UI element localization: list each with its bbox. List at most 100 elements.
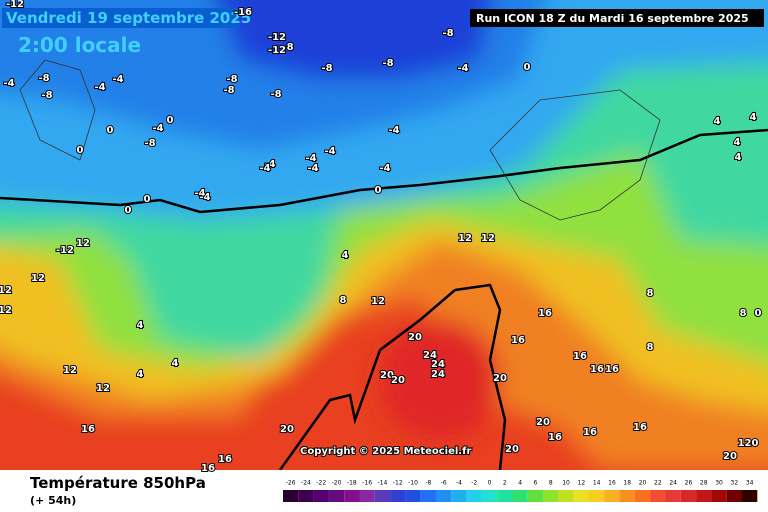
contour-label: 20 xyxy=(280,424,294,435)
scale-swatch xyxy=(512,490,528,502)
contour-label: 16 xyxy=(573,351,587,362)
scale-swatch xyxy=(665,490,681,502)
contour-label: 16 xyxy=(583,427,597,438)
footer-lead: (+ 54h) xyxy=(30,494,76,507)
scale-swatch xyxy=(604,490,620,502)
temperature-field xyxy=(0,0,768,470)
scale-label: 20 xyxy=(639,480,647,487)
contour-label: -12 xyxy=(268,32,286,43)
copyright: Copyright © 2025 Meteociel.fr xyxy=(300,446,471,457)
scale-swatch xyxy=(680,490,697,502)
contour-label: 12 xyxy=(371,296,385,307)
contour-label: 12 xyxy=(96,383,110,394)
contour-label: -8 xyxy=(226,74,237,85)
contour-label: 20 xyxy=(391,375,405,386)
contour-label: 0 xyxy=(755,308,762,319)
contour-label: -16 xyxy=(234,7,252,18)
scale-label: -6 xyxy=(441,480,447,487)
scale-label: -16 xyxy=(362,480,372,487)
scale-label: -18 xyxy=(347,480,357,487)
scale-swatch xyxy=(711,490,727,502)
contour-label: -12 xyxy=(268,45,286,56)
scale-swatch xyxy=(436,490,452,502)
contour-label: -12 xyxy=(6,0,24,10)
contour-label: -4 xyxy=(379,163,390,174)
contour-label: 20 xyxy=(723,451,737,462)
scale-label: -12 xyxy=(393,480,403,487)
contour-label: 8 xyxy=(740,308,747,319)
scale-swatch xyxy=(374,490,391,502)
contour-label: -4 xyxy=(388,125,399,136)
contour-label: 12 xyxy=(458,233,472,244)
scale-label: -10 xyxy=(408,480,418,487)
scale-swatch xyxy=(313,490,329,502)
contour-label: 12 xyxy=(0,285,12,296)
scale-label: 30 xyxy=(715,480,723,487)
contour-label: 12 xyxy=(63,365,77,376)
contour-label: 16 xyxy=(201,463,215,474)
scale-label: -8 xyxy=(425,480,431,487)
contour-label: -8 xyxy=(321,63,332,74)
contour-label: -4 xyxy=(194,188,205,199)
contour-label: 16 xyxy=(511,335,525,346)
contour-label: 16 xyxy=(590,364,604,375)
contour-label: -8 xyxy=(270,89,281,100)
contour-label: 24 xyxy=(431,369,445,380)
scale-swatch xyxy=(634,490,651,502)
scale-label: 24 xyxy=(669,480,677,487)
scale-swatch xyxy=(543,490,559,502)
contour-label: 8 xyxy=(340,295,347,306)
contour-label: 4 xyxy=(735,152,742,163)
contour-label: 0 xyxy=(167,115,174,126)
time: 2:00 locale xyxy=(18,33,141,57)
scale-swatch xyxy=(344,490,360,502)
contour-label: 0 xyxy=(107,125,114,136)
scale-swatch xyxy=(726,490,742,502)
date-box xyxy=(2,8,238,28)
contour-label: 4 xyxy=(750,112,757,123)
contour-label: 16 xyxy=(538,308,552,319)
contour-label: 0 xyxy=(77,145,84,156)
scale-label: 32 xyxy=(731,480,739,487)
run: Run ICON 18 Z du Mardi 16 septembre 2025 xyxy=(476,12,749,25)
contour-label: 16 xyxy=(605,364,619,375)
contour-label: -4 xyxy=(259,163,270,174)
scale-label: 34 xyxy=(746,480,754,487)
scale-label: 8 xyxy=(549,480,553,487)
scale-label: 18 xyxy=(623,480,631,487)
contour-label: -8 xyxy=(38,73,49,84)
contour-label: -4 xyxy=(305,153,316,164)
contour-label: 4 xyxy=(172,358,179,369)
contour-label: 0 xyxy=(524,62,531,73)
scale-swatch xyxy=(527,490,544,502)
contour-label: 12 xyxy=(76,238,90,249)
contour-label: 4 xyxy=(734,137,741,148)
contour-label: -4 xyxy=(307,163,318,174)
scale-swatch xyxy=(619,490,635,502)
scale-label: 2 xyxy=(503,480,507,487)
scale-swatch xyxy=(497,490,513,502)
scale-swatch xyxy=(359,490,375,502)
scale-swatch xyxy=(420,490,436,502)
scale-swatch xyxy=(696,490,712,502)
contour-label: 12 xyxy=(31,273,45,284)
scale-label: -14 xyxy=(378,480,388,487)
contour-label: 4 xyxy=(714,116,721,127)
scale-swatch xyxy=(466,490,482,502)
scale-swatch xyxy=(451,490,467,502)
scale-label: -4 xyxy=(456,480,462,487)
contour-label: -4 xyxy=(199,192,210,203)
contour-label: 16 xyxy=(81,424,95,435)
contour-label: 4 xyxy=(342,250,349,261)
contour-label: 16 xyxy=(548,432,562,443)
scale-label: 10 xyxy=(562,480,570,487)
scale-swatch xyxy=(650,490,666,502)
scale-label: 12 xyxy=(578,480,586,487)
contour-label: 0 xyxy=(375,185,382,196)
contour-label: -8 xyxy=(41,90,52,101)
contour-label: 16 xyxy=(633,422,647,433)
scale-swatch xyxy=(298,490,314,502)
scale-label: 14 xyxy=(593,480,601,487)
contour-label: -4 xyxy=(264,159,275,170)
